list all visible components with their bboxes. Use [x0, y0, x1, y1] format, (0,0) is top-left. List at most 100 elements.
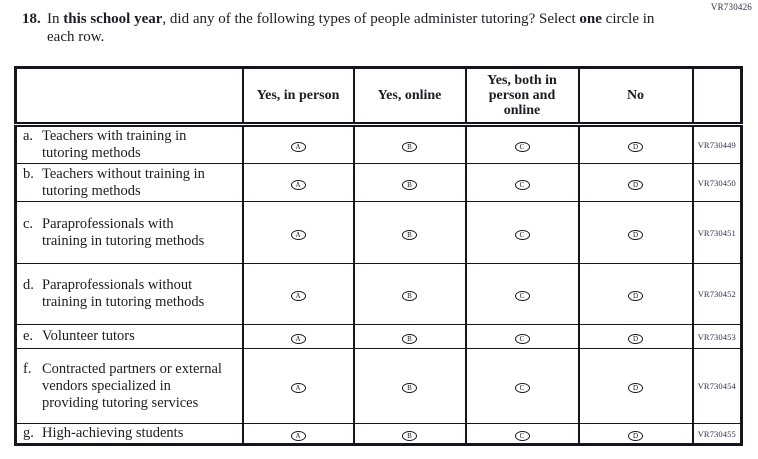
answer-bubble-no[interactable]: D — [628, 179, 643, 190]
answer-bubble-yes-in-person[interactable]: A — [290, 333, 306, 344]
header-row: Yes, in person Yes, online Yes, both in … — [14, 67, 743, 127]
cell-yes-in-person: A — [241, 423, 355, 445]
row-letter: b. — [23, 165, 34, 182]
cell-no: D — [577, 348, 694, 424]
cell-no: D — [577, 324, 694, 349]
cell-yes-online: B — [352, 201, 467, 264]
question-18: 18. In this school year, did any of the … — [0, 0, 758, 46]
row-code: VR730453 — [691, 324, 743, 349]
header-empty-code-column — [691, 67, 743, 127]
question-number: 18. — [22, 11, 41, 27]
row-label-cell: d. Paraprofessionals without training in… — [14, 263, 244, 325]
answer-bubble-yes-online[interactable]: B — [402, 291, 417, 301]
cell-yes-in-person: A — [241, 348, 355, 424]
answer-bubble-yes-in-person[interactable]: A — [290, 383, 306, 393]
row-label-cell: f. Contracted partners or external vendo… — [14, 348, 244, 424]
answer-bubble-yes-in-person[interactable]: A — [290, 142, 306, 152]
cell-yes-online: B — [352, 124, 467, 164]
cell-yes-both: C — [464, 263, 580, 325]
header-yes-online: Yes, online — [352, 67, 467, 127]
cell-yes-in-person: A — [241, 324, 355, 349]
cell-yes-in-person: A — [241, 201, 355, 264]
cell-yes-in-person: A — [241, 124, 355, 164]
tutoring-administer-table: Yes, in person Yes, online Yes, both in … — [14, 66, 743, 446]
table-row: d. Paraprofessionals without training in… — [14, 263, 743, 325]
answer-bubble-yes-online[interactable]: B — [402, 383, 417, 393]
answer-bubble-yes-in-person[interactable]: A — [290, 179, 306, 190]
cell-yes-both: C — [464, 324, 580, 349]
answer-bubble-no[interactable]: D — [628, 291, 643, 301]
row-label-text: Paraprofessionals with training in tutor… — [42, 215, 205, 249]
answer-bubble-yes-both[interactable]: C — [514, 383, 530, 393]
answer-bubble-yes-online[interactable]: B — [402, 142, 417, 152]
answer-bubble-yes-online[interactable]: B — [402, 179, 417, 190]
question-segment-bold: this school year — [63, 11, 163, 27]
answer-bubble-yes-in-person[interactable]: A — [290, 430, 306, 441]
row-label-text: High-achieving students — [42, 425, 184, 441]
row-label-cell: c. Paraprofessionals with training in tu… — [14, 201, 244, 264]
cell-yes-both: C — [464, 423, 580, 445]
answer-bubble-yes-both[interactable]: C — [514, 179, 530, 190]
answer-bubble-yes-online[interactable]: B — [402, 430, 417, 441]
question-segment: , did any of the following types of peop… — [162, 11, 580, 27]
cell-yes-both: C — [464, 348, 580, 424]
row-code: VR730450 — [691, 163, 743, 202]
answer-bubble-no[interactable]: D — [628, 229, 643, 240]
form-code-top: VR730426 — [710, 2, 752, 12]
row-code: VR730449 — [691, 124, 743, 164]
row-label: d. Paraprofessionals without training in… — [23, 277, 238, 311]
cell-no: D — [577, 423, 694, 445]
row-label-text: Teachers with training in tutoring metho… — [42, 128, 187, 161]
row-label-cell: b. Teachers without training in tutoring… — [14, 163, 244, 202]
row-letter: e. — [23, 328, 34, 344]
row-label: c. Paraprofessionals with training in tu… — [23, 216, 238, 250]
cell-no: D — [577, 163, 694, 202]
row-label: b. Teachers without training in tutoring… — [23, 166, 238, 200]
answer-bubble-yes-online[interactable]: B — [402, 229, 417, 240]
question-segment-bold: one — [579, 11, 602, 27]
table-row: a. Teachers with training in tutoring me… — [14, 124, 743, 164]
answer-bubble-yes-in-person[interactable]: A — [290, 291, 306, 301]
row-code: VR730455 — [691, 423, 743, 445]
cell-yes-in-person: A — [241, 163, 355, 202]
cell-yes-both: C — [464, 201, 580, 264]
cell-yes-online: B — [352, 348, 467, 424]
row-letter: d. — [23, 277, 34, 293]
row-code: VR730452 — [691, 263, 743, 325]
row-letter: c. — [23, 215, 34, 232]
answer-bubble-no[interactable]: D — [628, 333, 643, 344]
header-no: No — [577, 67, 694, 127]
row-letter: f. — [23, 360, 32, 377]
row-label: f. Contracted partners or external vendo… — [23, 361, 238, 412]
answer-bubble-yes-in-person[interactable]: A — [290, 229, 306, 240]
answer-bubble-no[interactable]: D — [628, 142, 643, 152]
answer-bubble-yes-both[interactable]: C — [514, 291, 530, 301]
answer-bubble-no[interactable]: D — [628, 430, 643, 441]
answer-bubble-no[interactable]: D — [628, 383, 643, 393]
cell-yes-in-person: A — [241, 263, 355, 325]
answer-bubble-yes-both[interactable]: C — [514, 142, 530, 152]
answer-bubble-yes-both[interactable]: C — [514, 229, 530, 240]
table-row: g. High-achieving students A B C D VR730… — [14, 423, 743, 445]
header-yes-both: Yes, both in person and online — [464, 67, 580, 127]
table-row: f. Contracted partners or external vendo… — [14, 348, 743, 424]
row-label-text: Volunteer tutors — [42, 328, 135, 344]
answer-bubble-yes-both[interactable]: C — [514, 333, 530, 344]
cell-yes-both: C — [464, 163, 580, 202]
row-code: VR730451 — [691, 201, 743, 264]
cell-no: D — [577, 201, 694, 264]
header-empty-label-column — [14, 67, 244, 127]
row-label-text: Paraprofessionals without training in tu… — [42, 277, 205, 310]
cell-yes-online: B — [352, 163, 467, 202]
answer-bubble-yes-online[interactable]: B — [402, 333, 417, 344]
table-row: c. Paraprofessionals with training in tu… — [14, 201, 743, 264]
cell-yes-both: C — [464, 124, 580, 164]
row-letter: g. — [23, 425, 34, 441]
row-label: e. Volunteer tutors — [23, 328, 238, 345]
answer-bubble-yes-both[interactable]: C — [514, 430, 530, 441]
header-yes-in-person: Yes, in person — [241, 67, 355, 127]
table-row: e. Volunteer tutors A B C D VR730453 — [14, 324, 743, 349]
row-label-text: Contracted partners or external vendors … — [42, 360, 222, 411]
question-text: In this school year, did any of the foll… — [47, 10, 662, 46]
